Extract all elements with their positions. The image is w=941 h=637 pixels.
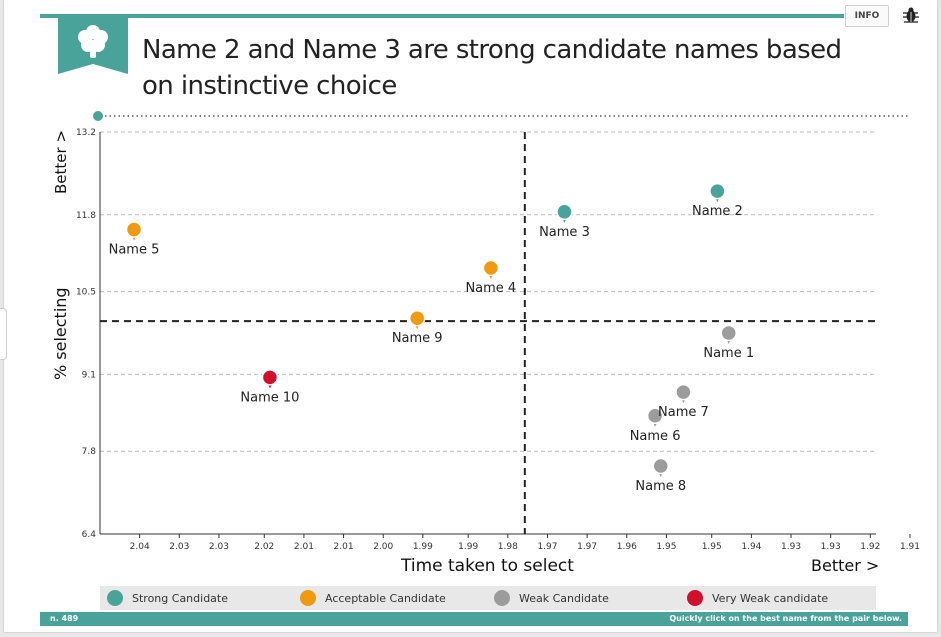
legend-label-acceptable: Acceptable Candidate bbox=[325, 591, 446, 605]
legend-dot-weak bbox=[494, 590, 510, 606]
point-name-7[interactable] bbox=[675, 383, 692, 401]
point-label-name-1: Name 1 bbox=[703, 346, 754, 361]
header-accent-line bbox=[40, 14, 844, 18]
brain-icon bbox=[58, 14, 128, 74]
x-tick-label: 1.93 bbox=[781, 542, 801, 552]
x-tick-label: 1.92 bbox=[860, 542, 880, 552]
legend-label-very-weak: Very Weak candidate bbox=[712, 591, 829, 605]
point-name-9[interactable] bbox=[408, 309, 426, 327]
x-better-label: Better > bbox=[811, 556, 879, 575]
legend-label-weak: Weak Candidate bbox=[519, 591, 609, 605]
legend-label-strong: Strong Candidate bbox=[132, 591, 228, 605]
footer-instruction: Quickly click on the best name from the … bbox=[669, 614, 902, 623]
x-tick-label: 1.95 bbox=[702, 542, 722, 552]
title-line-1: Name 2 and Name 3 are strong candidate n… bbox=[142, 35, 842, 65]
legend-dot-very-weak bbox=[687, 590, 703, 606]
x-tick-label: 2.00 bbox=[373, 542, 393, 552]
info-button[interactable]: INFO bbox=[845, 5, 889, 27]
legend-item-acceptable: Acceptable Candidate bbox=[300, 586, 446, 610]
x-tick-label: 2.03 bbox=[209, 542, 229, 552]
point-name-5[interactable] bbox=[125, 221, 143, 238]
y-tick-label: 7.8 bbox=[82, 447, 97, 457]
point-label-name-5: Name 5 bbox=[109, 243, 160, 258]
x-tick-label: 2.03 bbox=[169, 542, 189, 552]
point-label-name-8: Name 8 bbox=[635, 479, 686, 494]
x-tick-label: 1.99 bbox=[458, 542, 478, 552]
point-name-6[interactable] bbox=[646, 407, 664, 425]
x-tick-label: 1.99 bbox=[413, 542, 433, 552]
point-name-10[interactable] bbox=[261, 369, 279, 386]
x-tick-label: 1.93 bbox=[821, 542, 841, 552]
point-name-1[interactable] bbox=[720, 324, 737, 342]
y-tick-label: 6.4 bbox=[82, 530, 97, 540]
point-name-2[interactable] bbox=[709, 182, 726, 200]
legend-dot-strong bbox=[107, 590, 123, 606]
x-tick-label: 1.91 bbox=[900, 542, 920, 552]
x-tick-label: 2.04 bbox=[130, 542, 150, 552]
point-label-name-7: Name 7 bbox=[658, 405, 709, 420]
legend-item-very-weak: Very Weak candidate bbox=[687, 586, 828, 610]
footer-bar: n. 489 Quickly click on the best name fr… bbox=[40, 612, 908, 626]
point-name-3[interactable] bbox=[556, 203, 573, 221]
y-axis-label: % selecting bbox=[51, 287, 70, 380]
point-label-name-9: Name 9 bbox=[392, 331, 443, 346]
y-tick-label: 9.1 bbox=[82, 370, 96, 380]
x-tick-label: 1.96 bbox=[617, 542, 637, 552]
point-label-name-3: Name 3 bbox=[539, 225, 590, 240]
point-label-name-10: Name 10 bbox=[240, 390, 299, 405]
x-tick-label: 1.95 bbox=[656, 542, 676, 552]
y-tick-label: 13.2 bbox=[76, 128, 96, 138]
legend-dot-acceptable bbox=[300, 590, 316, 606]
title-line-2: on instinctive choice bbox=[142, 71, 397, 101]
x-tick-label: 1.97 bbox=[537, 542, 557, 552]
y-tick-label: 11.8 bbox=[76, 211, 96, 221]
x-tick-label: 1.97 bbox=[577, 542, 597, 552]
sample-size: n. 489 bbox=[50, 614, 79, 623]
x-tick-label: 2.01 bbox=[294, 542, 314, 552]
x-tick-label: 1.94 bbox=[741, 542, 761, 552]
legend-item-strong: Strong Candidate bbox=[107, 586, 228, 610]
chart-start-dot bbox=[93, 111, 103, 121]
side-panel-tab[interactable] bbox=[0, 308, 7, 360]
point-label-name-6: Name 6 bbox=[630, 429, 681, 444]
x-tick-label: 2.02 bbox=[254, 542, 274, 552]
chart-legend: Strong Candidate Acceptable Candidate We… bbox=[100, 586, 876, 610]
bug-icon[interactable] bbox=[902, 6, 920, 24]
x-tick-label: 2.01 bbox=[334, 542, 354, 552]
x-axis-label: Time taken to select bbox=[400, 556, 574, 576]
report-card bbox=[4, 0, 937, 632]
page-title: Name 2 and Name 3 are strong candidate n… bbox=[142, 32, 842, 104]
legend-item-weak: Weak Candidate bbox=[494, 586, 609, 610]
point-name-8[interactable] bbox=[652, 457, 670, 475]
y-tick-label: 10.5 bbox=[76, 288, 96, 298]
x-tick-label: 1.98 bbox=[498, 542, 518, 552]
point-label-name-2: Name 2 bbox=[692, 204, 743, 219]
point-name-4[interactable] bbox=[482, 259, 500, 277]
point-label-name-4: Name 4 bbox=[465, 281, 516, 296]
y-better-label: Better > bbox=[52, 130, 70, 194]
